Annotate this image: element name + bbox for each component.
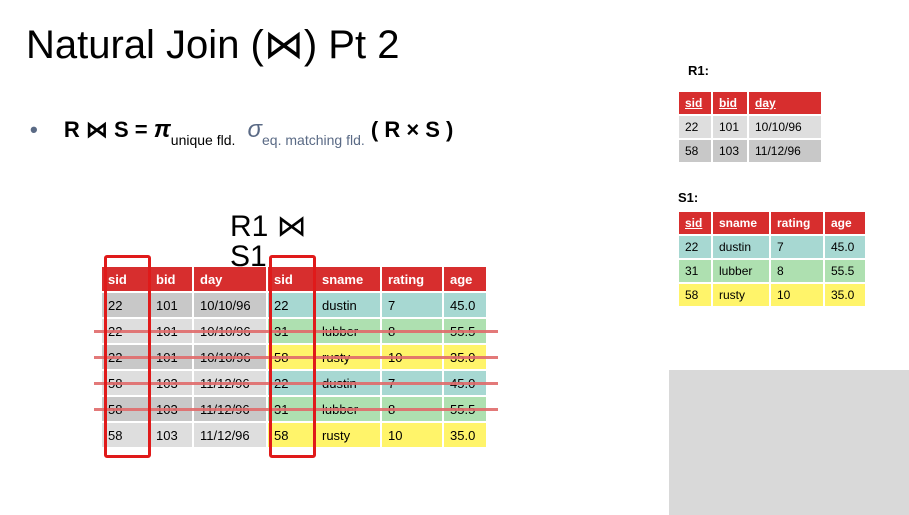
table-row: 58 103 11/12/96 <box>679 140 821 162</box>
projection-subscript: unique fld. <box>170 132 236 148</box>
table-cell: 58 <box>679 284 711 306</box>
r1-label: R1: <box>688 63 709 78</box>
r1-header-day: day <box>749 92 821 114</box>
selection-subscript: eq. matching fld. <box>262 132 365 148</box>
table-cell: 11/12/96 <box>749 140 821 162</box>
strike-line <box>94 382 498 385</box>
r1-table: sid bid day 22 101 10/10/96 58 103 11/12… <box>677 90 823 164</box>
table-row: 22 101 10/10/96 <box>679 116 821 138</box>
table-cell: 58 <box>679 140 711 162</box>
table-row: 31 lubber 8 55.5 <box>679 260 865 282</box>
slide-title: Natural Join (⋈) Pt 2 <box>26 23 400 67</box>
product-header-sid-2: sid <box>268 267 314 291</box>
table-cell: 55.5 <box>825 260 865 282</box>
table-cell: 8 <box>771 260 823 282</box>
product-header-rating: rating <box>382 267 442 291</box>
s1-header-sid: sid <box>679 212 711 234</box>
table-row: 22 101 10/10/96 22 dustin 7 45.0 <box>102 293 486 317</box>
table-cell: dustin <box>713 236 769 258</box>
formula-rhs: ( R × S ) <box>370 117 454 142</box>
r1-header-row: sid bid day <box>679 92 821 114</box>
join-label-line2: S1 <box>230 240 267 273</box>
strike-line <box>94 408 498 411</box>
table-cell: rusty <box>316 423 380 447</box>
table-row: 58 103 11/12/96 58 rusty 10 35.0 <box>102 423 486 447</box>
table-cell: 10 <box>382 423 442 447</box>
s1-header-age: age <box>825 212 865 234</box>
table-cell: 58 <box>268 423 314 447</box>
r1-header-sid: sid <box>679 92 711 114</box>
sid-highlight-box-2 <box>269 255 316 458</box>
product-header-age: age <box>444 267 486 291</box>
table-cell: 22 <box>268 293 314 317</box>
table-cell: 45.0 <box>444 293 486 317</box>
table-cell: 22 <box>102 293 148 317</box>
table-cell: 35.0 <box>825 284 865 306</box>
table-cell: rusty <box>713 284 769 306</box>
product-header-day: day <box>194 267 266 291</box>
selection-symbol: σ <box>247 116 263 143</box>
s1-label: S1: <box>678 190 699 205</box>
table-cell: 22 <box>679 236 711 258</box>
table-cell: 10 <box>771 284 823 306</box>
table-cell: 101 <box>150 293 192 317</box>
table-cell: 10/10/96 <box>194 293 266 317</box>
strike-line <box>94 330 498 333</box>
table-cell: 35.0 <box>444 423 486 447</box>
join-label-line1: R1 ⋈ <box>230 210 307 243</box>
table-cell: 11/12/96 <box>194 423 266 447</box>
placeholder-panel <box>669 370 909 515</box>
formula-line: • R ⋈ S = πunique fld. σeq. matching fld… <box>30 116 453 148</box>
table-cell: 58 <box>102 423 148 447</box>
table-cell: 103 <box>150 423 192 447</box>
table-cell: 22 <box>679 116 711 138</box>
bullet-icon: • <box>30 117 38 142</box>
table-cell: 101 <box>713 116 747 138</box>
projection-symbol: π <box>153 116 171 143</box>
table-cell: 45.0 <box>825 236 865 258</box>
s1-header-sname: sname <box>713 212 769 234</box>
table-cell: 7 <box>771 236 823 258</box>
s1-header-row: sid sname rating age <box>679 212 865 234</box>
table-cell: 103 <box>713 140 747 162</box>
table-cell: dustin <box>316 293 380 317</box>
s1-header-rating: rating <box>771 212 823 234</box>
formula-lhs: R ⋈ S = <box>63 117 148 142</box>
product-header-row: sid bid day sid sname rating age <box>102 267 486 291</box>
table-cell: 10/10/96 <box>749 116 821 138</box>
product-header-sname: sname <box>316 267 380 291</box>
table-row: 58 rusty 10 35.0 <box>679 284 865 306</box>
table-row: 22 dustin 7 45.0 <box>679 236 865 258</box>
product-header-sid: sid <box>102 267 148 291</box>
sid-highlight-box <box>104 255 151 458</box>
r1-header-bid: bid <box>713 92 747 114</box>
table-cell: 31 <box>679 260 711 282</box>
s1-table: sid sname rating age 22 dustin 7 45.0 31… <box>677 210 867 308</box>
table-cell: 7 <box>382 293 442 317</box>
strike-line <box>94 356 498 359</box>
table-cell: lubber <box>713 260 769 282</box>
product-header-bid: bid <box>150 267 192 291</box>
join-label: R1 ⋈ S1 <box>230 212 307 272</box>
